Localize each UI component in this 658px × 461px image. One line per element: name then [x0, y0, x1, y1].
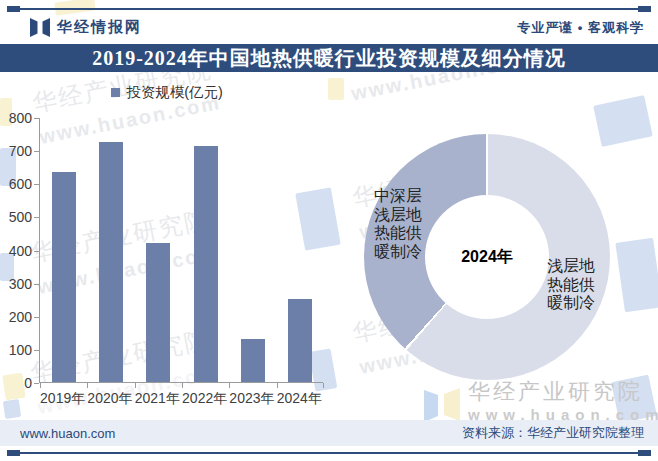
- watermark-shape: [328, 78, 344, 100]
- x-tick: [40, 383, 41, 388]
- x-tick: [135, 383, 136, 388]
- x-tick-label: 2019年: [39, 390, 86, 408]
- bottom-rule: [8, 452, 650, 454]
- y-tick-label: 400: [9, 243, 32, 259]
- brand-logo-icon: [30, 18, 50, 37]
- bottom-rule-cap-left: [7, 450, 20, 456]
- watermark-big-line1: 华经产业研究院: [468, 381, 658, 403]
- bar-2022年: [194, 146, 218, 382]
- x-tick-label: 2022年: [181, 390, 228, 408]
- title-bar: 2019-2024年中国地热供暖行业投资规模及细分情况: [0, 44, 658, 72]
- bar-plot: [39, 118, 323, 383]
- watermark-shape: [3, 399, 21, 419]
- legend-label: 投资规模(亿元): [126, 83, 223, 102]
- watermark-logo-icon: [424, 388, 460, 422]
- y-tick-label: 300: [9, 276, 32, 292]
- page-title: 2019-2024年中国地热供暖行业投资规模及细分情况: [92, 45, 566, 72]
- watermark-big: 华经产业研究院 www.huaon.com: [424, 381, 658, 422]
- top-rule-cap-right: [638, 6, 651, 12]
- y-tick-label: 600: [9, 176, 32, 192]
- brand-name: 华经情报网: [57, 18, 142, 37]
- x-tick: [277, 383, 278, 388]
- bar-2024年: [288, 299, 312, 382]
- watermark-shape: [615, 238, 658, 313]
- brand: 华经情报网: [30, 16, 142, 38]
- y-tick-label: 800: [9, 110, 32, 126]
- footer-source: 资料来源：华经产业研究院整理: [462, 424, 644, 442]
- y-axis-labels: 0100200300400500600700800: [0, 118, 39, 383]
- y-tick: [34, 383, 39, 384]
- footer: www.huaon.com 资料来源：华经产业研究院整理: [0, 420, 658, 446]
- x-tick-label: 2024年: [276, 390, 323, 408]
- y-tick-label: 200: [9, 309, 32, 325]
- top-rule-cap-left: [7, 6, 20, 12]
- donut-label-right: 浅层地 热能供 暖制冷: [547, 257, 595, 313]
- y-tick-label: 500: [9, 209, 32, 225]
- x-tick: [229, 383, 230, 388]
- x-tick-label: 2020年: [86, 390, 133, 408]
- slogan: 专业严谨 • 客观科学: [517, 19, 644, 37]
- top-rule: [8, 8, 650, 10]
- bar-2023年: [241, 339, 265, 382]
- x-tick-label: 2023年: [228, 390, 275, 408]
- page: 华经产业研究院 www.huaon.com 华经产业研究院 www.huaon.…: [0, 0, 658, 461]
- y-tick-label: 700: [9, 143, 32, 159]
- bar-2020年: [99, 142, 123, 382]
- x-tick-label: 2021年: [134, 390, 181, 408]
- bar-2021年: [146, 243, 170, 382]
- y-tick-label: 0: [24, 375, 32, 391]
- x-tick: [323, 383, 324, 388]
- legend-marker: [111, 88, 120, 97]
- watermark-shape: [611, 375, 657, 424]
- x-tick: [182, 383, 183, 388]
- bar-2019年: [52, 172, 76, 382]
- footer-site: www.huaon.com: [20, 426, 115, 441]
- legend: 投资规模(亿元): [25, 83, 309, 102]
- x-tick: [87, 383, 88, 388]
- donut-label-left: 中深层 浅层地 热能供 暖制冷: [374, 187, 422, 261]
- y-tick-label: 100: [9, 342, 32, 358]
- x-axis-labels: 2019年2020年2021年2022年2023年2024年: [39, 390, 323, 408]
- bottom-rule-cap-right: [638, 450, 651, 456]
